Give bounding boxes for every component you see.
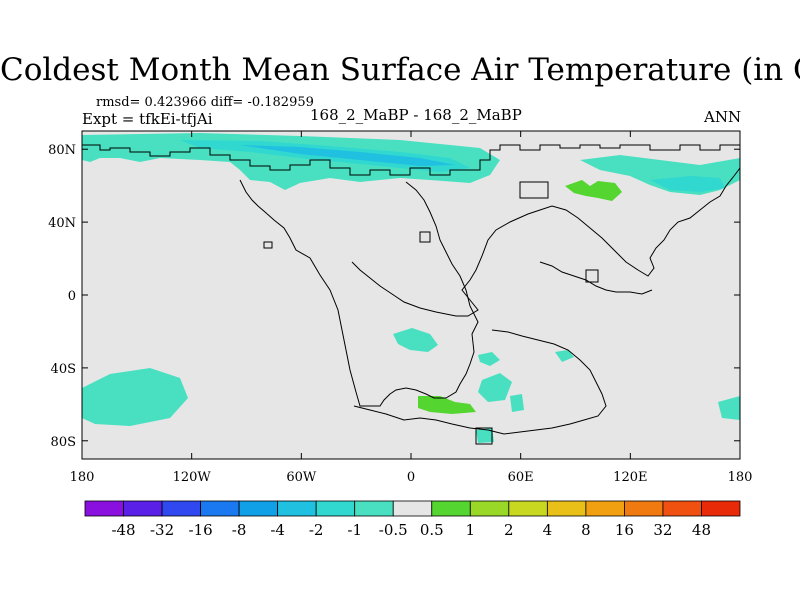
colorbar-label: 8: [581, 521, 591, 539]
anomaly-region-tropics-2: [478, 352, 500, 366]
colorbar-swatch: [200, 500, 240, 517]
coastline-islands-north: [519, 181, 549, 199]
season-label: ANN: [704, 108, 742, 126]
anomaly-region-south-east-edge: [718, 396, 740, 420]
lon-tick-label: 180: [728, 470, 753, 485]
colorbar-swatch: [354, 500, 394, 517]
colorbar-label: 16: [615, 521, 634, 539]
colorbar-label: -4: [270, 521, 285, 539]
anomaly-region-south-africa: [478, 373, 512, 402]
lat-tick-label: 80N: [48, 143, 76, 158]
coastline-south-asia: [539, 261, 653, 295]
colorbar-label: -16: [189, 521, 213, 539]
colorbar-label: -1: [347, 521, 362, 539]
coastline-africa-eurasia: [351, 167, 741, 317]
anomaly-region-tropics-3: [555, 350, 574, 362]
lat-tick-label: 80S: [51, 435, 76, 450]
lon-tick-label: 0: [407, 470, 415, 485]
coastline-island-2: [585, 269, 599, 283]
anomaly-region-northeast-asia-strong: [650, 176, 725, 192]
anomaly-region-arctic: [82, 133, 500, 190]
coastline-southern-continent: [353, 329, 607, 435]
anomaly-region-central-asia-warm: [565, 180, 622, 201]
colorbar-swatch: [469, 500, 510, 517]
colorbar-label: -0.5: [379, 521, 408, 539]
colorbar-label: -48: [111, 521, 135, 539]
lat-tick-label: 40S: [51, 362, 76, 377]
lon-tick-label: 120W: [173, 470, 212, 485]
lon-tick-label: 120E: [613, 470, 647, 485]
period-label: 168_2_MaBP - 168_2_MaBP: [310, 106, 522, 124]
colorbar-swatch: [701, 500, 741, 517]
colorbar-label: 4: [543, 521, 553, 539]
colorbar-label: 2: [504, 521, 514, 539]
coastline-island-4: [419, 231, 431, 243]
colorbar-label: -32: [150, 521, 174, 539]
colorbar-swatch: [315, 500, 356, 517]
experiment-label: Expt = tfkEi-tfjAi: [82, 110, 213, 128]
colorbar-swatch: [508, 500, 548, 517]
coastline-island-1: [263, 241, 273, 249]
colorbar-swatch: [84, 500, 124, 517]
colorbar-swatch: [392, 500, 433, 517]
colorbar-label: -2: [309, 521, 324, 539]
chart-title: Coldest Month Mean Surface Air Temperatu…: [0, 52, 800, 88]
coastline-island-3: [475, 427, 493, 445]
anomaly-region-south-warm: [418, 396, 476, 414]
anomaly-region-tropics-1: [393, 328, 438, 352]
colorbar-swatch: [238, 500, 279, 517]
lat-tick-label: 0: [68, 289, 76, 304]
anomaly-region-south-2: [476, 428, 494, 443]
anomaly-region-south-1: [510, 394, 524, 412]
anomaly-region-arctic-core: [240, 145, 455, 166]
lat-tick-label: 40N: [48, 216, 76, 231]
colorbar-swatch: [585, 500, 625, 517]
colorbar: -48 -32 -16 -8 -4 -2 -1 -0.5 0.5 1 2 4 8 16 32 48: [84, 500, 741, 539]
colorbar-label: 1: [466, 521, 476, 539]
lon-tick-label: 180: [70, 470, 95, 485]
lon-tick-label: 60E: [508, 470, 534, 485]
colorbar-swatch: [277, 500, 317, 517]
colorbar-swatch: [161, 500, 201, 517]
colorbar-label: -8: [232, 521, 247, 539]
coastline-north-america-eurasia: [82, 144, 740, 176]
colorbar-swatch: [123, 500, 163, 517]
anomaly-fields: [82, 133, 740, 443]
lon-tick-label: 60W: [286, 470, 317, 485]
anomaly-region-south-pacific: [82, 368, 188, 426]
coastlines: [82, 144, 741, 445]
colorbar-label: 32: [653, 521, 672, 539]
colorbar-swatch: [662, 500, 702, 517]
colorbar-label: 48: [692, 521, 711, 539]
colorbar-swatch: [546, 500, 587, 517]
coastline-americas: [239, 179, 479, 407]
map-ticks: 180 120W 60W 0 60E 120E 180 80N 40N 0 40S 80S: [48, 131, 752, 485]
colorbar-swatch: [431, 500, 471, 517]
colorbar-label: 0.5: [420, 521, 444, 539]
colorbar-swatch: [624, 500, 664, 517]
stats-label: rmsd= 0.423966 diff= -0.182959: [96, 95, 314, 110]
